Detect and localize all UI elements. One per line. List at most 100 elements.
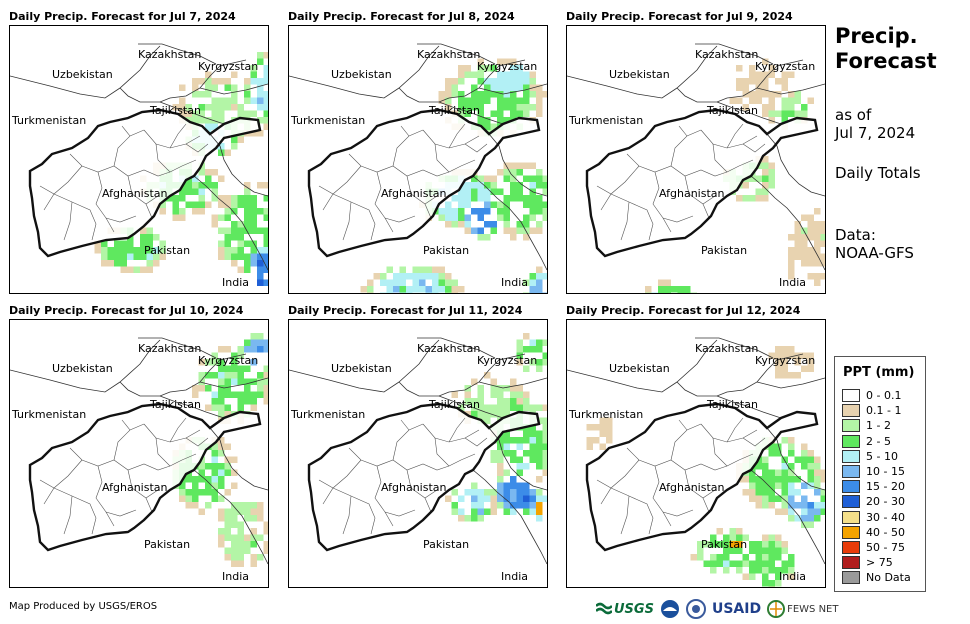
usaid-text: USAID [711, 601, 762, 617]
afghanistan-border [585, 108, 819, 258]
province-border [145, 203, 153, 219]
noaa-logo-icon [660, 600, 679, 618]
country-label-uzbekistan: Uzbekistan [609, 68, 670, 81]
province-border [600, 165, 640, 211]
province-border [69, 447, 171, 471]
province-border [626, 153, 728, 177]
legend-title: PPT (mm) [843, 365, 915, 380]
province-border [348, 447, 450, 471]
precip-map: Kazakhstan Kyrgyzstan Uzbekistan Tajikistan… [288, 25, 548, 294]
province-border [113, 129, 145, 167]
legend-item: 10 - 15 [842, 465, 905, 478]
panel-title: Daily Precip. Forecast for Jul 11, 2024 [288, 304, 523, 317]
country-border [10, 45, 161, 99]
province-border [652, 171, 694, 223]
country-label-kyrgyzstan: Kyrgyzstan [198, 354, 259, 367]
panel-title: Daily Precip. Forecast for Jul 12, 2024 [566, 304, 801, 317]
province-border [332, 487, 376, 535]
legend-swatch [842, 495, 860, 509]
province-border [400, 419, 410, 431]
precip-map: Kazakhstan Kyrgyzstan Uzbekistan Tajikistan… [288, 319, 548, 588]
province-border [95, 171, 137, 223]
country-border [199, 83, 268, 95]
fewsnet-logo: FEWS NET [767, 600, 838, 618]
afghanistan-fill [309, 404, 539, 550]
afghanistan-border [307, 108, 541, 258]
country-label-kyrgyzstan: Kyrgyzstan [755, 354, 816, 367]
legend-swatch [842, 541, 860, 554]
province-border [742, 143, 766, 153]
data-source: NOAA-GFS [835, 244, 914, 262]
legend-label: 30 - 40 [866, 510, 905, 524]
country-border [289, 45, 440, 99]
province-border [596, 185, 612, 195]
province-border [726, 123, 744, 149]
country-border [438, 101, 504, 125]
usgs-text: USGS [614, 601, 654, 617]
country-label-india: India [222, 276, 249, 289]
country-label-uzbekistan: Uzbekistan [609, 362, 670, 375]
province-border [95, 465, 137, 517]
asof-label: as of [835, 106, 872, 124]
province-border [392, 129, 424, 167]
legend-item: 50 - 75 [842, 541, 905, 554]
province-border [342, 495, 352, 535]
legend-swatch [842, 556, 860, 570]
country-border [766, 427, 825, 491]
province-border [620, 495, 630, 535]
credit-text: Map Produced by USGS/EROS [9, 601, 158, 612]
province-border [684, 469, 716, 499]
country-label-india: India [779, 276, 806, 289]
country-border [567, 45, 718, 99]
country-border [488, 427, 547, 491]
country-border [716, 395, 782, 419]
legend-swatch [842, 389, 860, 402]
province-border [155, 143, 197, 173]
province-border [652, 465, 694, 517]
province-border [69, 153, 171, 177]
province-border [53, 193, 97, 241]
legend-swatch [842, 525, 860, 539]
country-label-kazakhstan: Kazakhstan [695, 342, 759, 355]
province-border [662, 511, 672, 527]
country-border [695, 43, 774, 65]
legend-item: 5 - 10 [842, 449, 898, 463]
province-border [127, 469, 159, 499]
province-border [678, 125, 688, 137]
country-label-afghanistan: Afghanistan [381, 187, 447, 200]
province-border [39, 479, 55, 489]
country-label-india: India [501, 570, 528, 583]
afghanistan-fill [30, 404, 260, 550]
country-label-pakistan: Pakistan [144, 244, 191, 257]
province-border [113, 423, 145, 461]
country-label-kazakhstan: Kazakhstan [417, 48, 481, 61]
country-border [193, 469, 268, 565]
province-border [626, 447, 728, 471]
country-border [472, 469, 547, 565]
map-canvas [10, 333, 268, 567]
country-border [398, 353, 526, 397]
country-label-afghanistan: Afghanistan [659, 481, 725, 494]
legend-label: 10 - 15 [866, 465, 905, 478]
country-border [289, 339, 440, 393]
legend-swatch [842, 465, 860, 478]
country-border [478, 83, 547, 95]
country-border [138, 43, 217, 65]
map-canvas [289, 333, 547, 565]
province-border [610, 193, 654, 241]
precip-map: Kazakhstan Kyrgyzstan Uzbekistan Tajikistan… [9, 319, 269, 588]
country-border [10, 339, 161, 393]
legend-label: No Data [866, 571, 911, 585]
afghanistan-border [28, 402, 262, 552]
legend-label: 20 - 30 [866, 495, 905, 509]
afghanistan-border [28, 108, 262, 258]
province-border [406, 175, 438, 205]
country-border [766, 133, 825, 197]
province-border [169, 417, 187, 443]
province-border [145, 497, 153, 513]
province-border [322, 165, 362, 211]
country-label-pakistan: Pakistan [423, 538, 470, 551]
country-border [478, 377, 547, 389]
province-border [43, 459, 83, 505]
